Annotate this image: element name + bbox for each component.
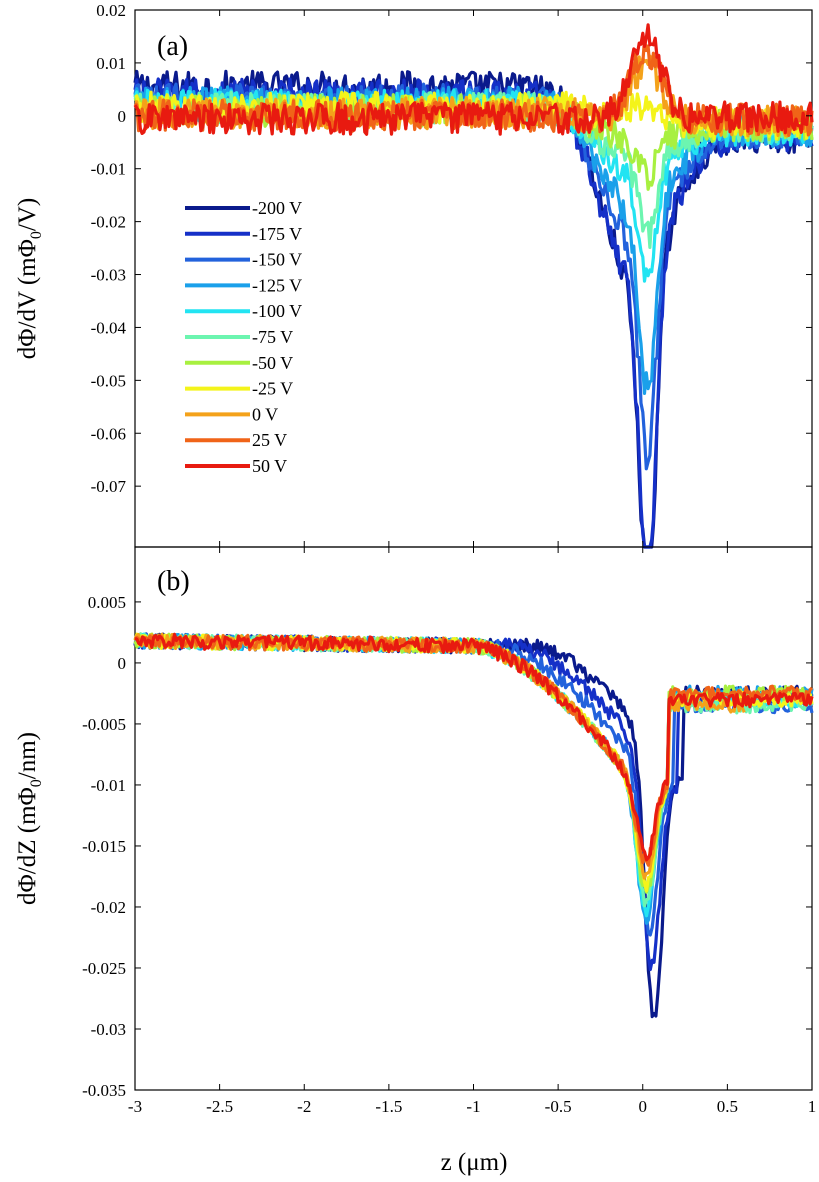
y-tick-label: 0 (118, 654, 127, 673)
legend-label: -50 V (252, 353, 293, 373)
x-tick-label: -3 (128, 1097, 142, 1116)
y-tick-label: -0.005 (82, 715, 126, 734)
panel-b-label: (b) (157, 566, 190, 597)
y-tick-label: -0.035 (82, 1081, 126, 1100)
legend-label: -75 V (252, 327, 293, 347)
y-tick-label: -0.04 (91, 318, 127, 337)
series-line (133, 69, 814, 549)
series-line (133, 633, 814, 937)
y-tick-label: 0.01 (96, 54, 126, 73)
y-tick-label: 0.005 (88, 593, 126, 612)
panel-a-label: (a) (157, 31, 188, 62)
series-line (133, 632, 814, 925)
y-tick-label: 0.02 (96, 1, 126, 20)
y-tick-label: -0.015 (82, 837, 126, 856)
legend-label: -25 V (252, 379, 293, 399)
panel-b-series-lines (133, 632, 814, 1019)
legend-label: -150 V (252, 250, 302, 270)
series-line (133, 23, 814, 136)
legend-label: 25 V (252, 430, 287, 450)
legend-label: 50 V (252, 456, 287, 476)
legend-label: -125 V (252, 275, 302, 295)
legend-label: -100 V (252, 301, 302, 321)
x-tick-label: 1 (808, 1097, 817, 1116)
y-tick-label: -0.07 (91, 477, 127, 496)
y-tick-label: -0.06 (91, 424, 126, 443)
series-line (133, 632, 814, 893)
x-axis-label: z (μm) (441, 1149, 508, 1176)
panel-b-y-axis-label: dΦ/dZ (mΦ0/nm) (14, 732, 45, 905)
panel-b-ticks: 0.005 0 -0.005 -0.01 -0.015 -0.02 -0.025 -0.03 -… (82, 547, 816, 1116)
panel-a-ticks: 0.02 0.01 0 -0.01 -0.02 -0.03 -0.04 -0.05 -0.06 -… (91, 1, 813, 547)
y-tick-label: -0.02 (91, 898, 126, 917)
y-tick-label: -0.01 (91, 160, 126, 179)
y-tick-label: -0.025 (82, 959, 126, 978)
y-tick-label: -0.01 (91, 776, 126, 795)
panel-a-series-lines (133, 23, 814, 549)
panel-a-plot: 0.02 0.01 0 -0.01 -0.02 -0.03 -0.04 -0.05 -0.06 -… (14, 1, 814, 549)
x-tick-label: -2.5 (206, 1097, 233, 1116)
series-line (133, 632, 813, 972)
series-line (134, 633, 814, 867)
x-tick-label: 0.5 (717, 1097, 738, 1116)
y-tick-label: -0.03 (91, 1020, 126, 1039)
legend-label: 0 V (252, 404, 278, 424)
panel-b-frame (134, 546, 813, 1091)
y-tick-label: -0.02 (91, 213, 126, 232)
panel-b-plot: 0.005 0 -0.005 -0.01 -0.015 -0.02 -0.025 -0.03 -… (14, 546, 816, 1116)
y-tick-label: -0.03 (91, 266, 126, 285)
series-line (134, 632, 814, 918)
x-tick-label: -2 (297, 1097, 311, 1116)
series-line (133, 632, 813, 894)
legend-label: -200 V (252, 198, 302, 218)
x-tick-label: -0.5 (545, 1097, 572, 1116)
panel-a-y-axis-label: dΦ/dV (mΦ0/V) (14, 198, 45, 359)
legend: -200 V -175 V -150 V -125 V -100 V -75 V -50 V… (185, 198, 302, 476)
x-tick-label: -1.5 (375, 1097, 402, 1116)
y-tick-label: -0.05 (91, 371, 126, 390)
y-tick-label: 0 (118, 107, 127, 126)
series-line (133, 632, 814, 908)
x-tick-label: -1 (466, 1097, 480, 1116)
legend-label: -175 V (252, 224, 302, 244)
series-line (134, 632, 814, 862)
x-tick-label: 0 (639, 1097, 648, 1116)
